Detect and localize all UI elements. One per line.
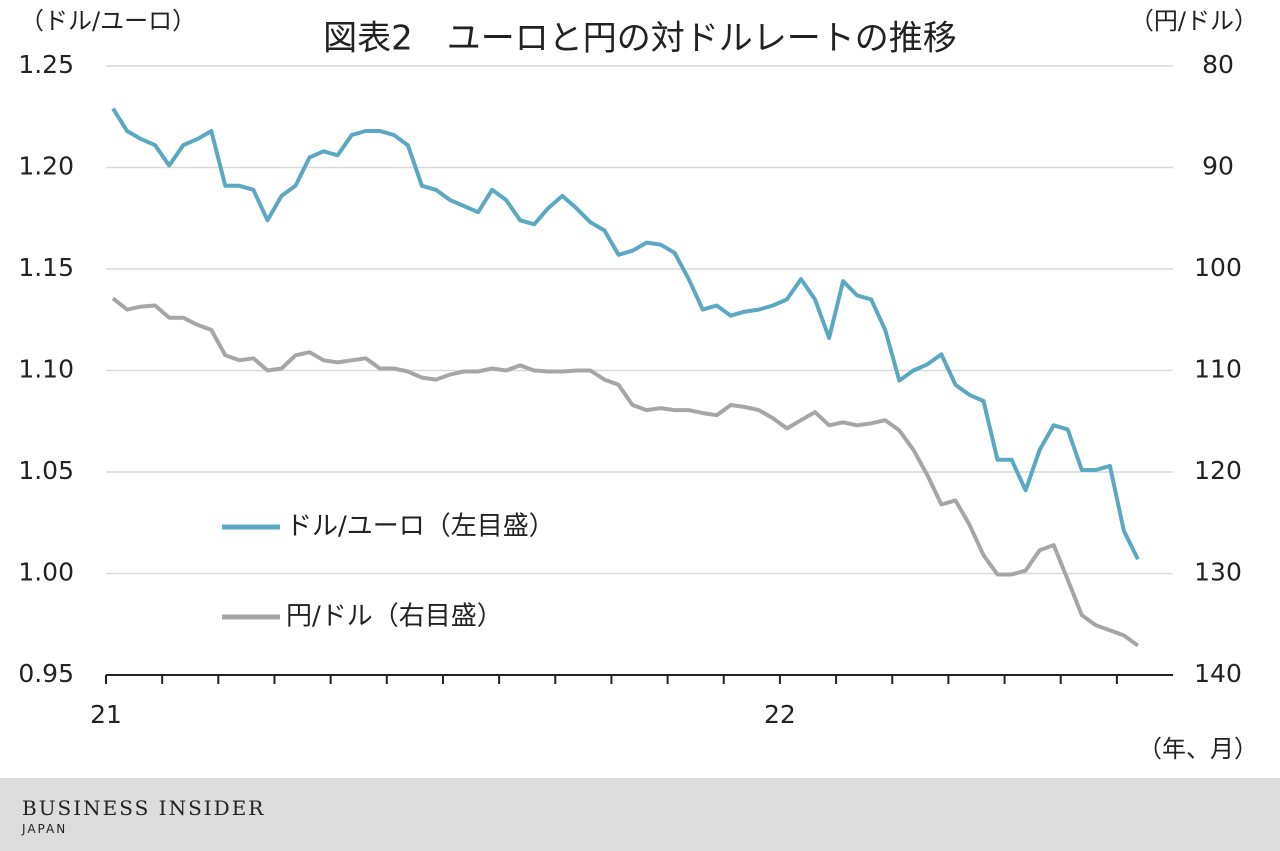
y-tick-label: 1.05 [18,456,74,485]
y2-tick-label: 100 [1194,253,1242,282]
chart: 図表2 ユーロと円の対ドルレートの推移 （ドル/ユーロ） （円/ドル） （年、月… [18,7,1258,763]
legend-label: 円/ドル（右目盛） [286,602,503,632]
y-tick-label: 1.20 [18,152,74,181]
brand-sub: JAPAN [22,822,68,836]
x-tick-label: 22 [764,700,796,729]
brand: BUSINESS INSIDER [22,796,266,820]
y-tick-label: 1.25 [18,50,74,79]
chart-title: 図表2 ユーロと円の対ドルレートの推移 [323,19,957,59]
y2-tick-label: 90 [1202,152,1234,181]
y2-tick-label: 130 [1194,558,1242,587]
series-line [111,296,1140,648]
y-tick-label: 1.10 [18,355,74,384]
y-tick-label: 0.95 [18,659,74,688]
x-tick-label: 21 [90,700,122,729]
y-tick-label: 1.15 [18,253,74,282]
y2-tick-label: 120 [1194,456,1242,485]
y2-tick-label: 80 [1202,50,1234,79]
y-tick-label: 1.00 [18,558,74,587]
series-line [111,107,1140,561]
y2-tick-label: 140 [1194,659,1242,688]
legend-label: ドル/ユーロ（左目盛） [286,512,555,542]
y2-tick-label: 110 [1194,355,1242,384]
y2-axis-label: （円/ドル） [1130,7,1258,35]
y-axis-label: （ドル/ユーロ） [20,7,196,35]
footer: BUSINESS INSIDER JAPAN [0,778,1280,851]
x-axis-label: （年、月） [1138,735,1258,763]
